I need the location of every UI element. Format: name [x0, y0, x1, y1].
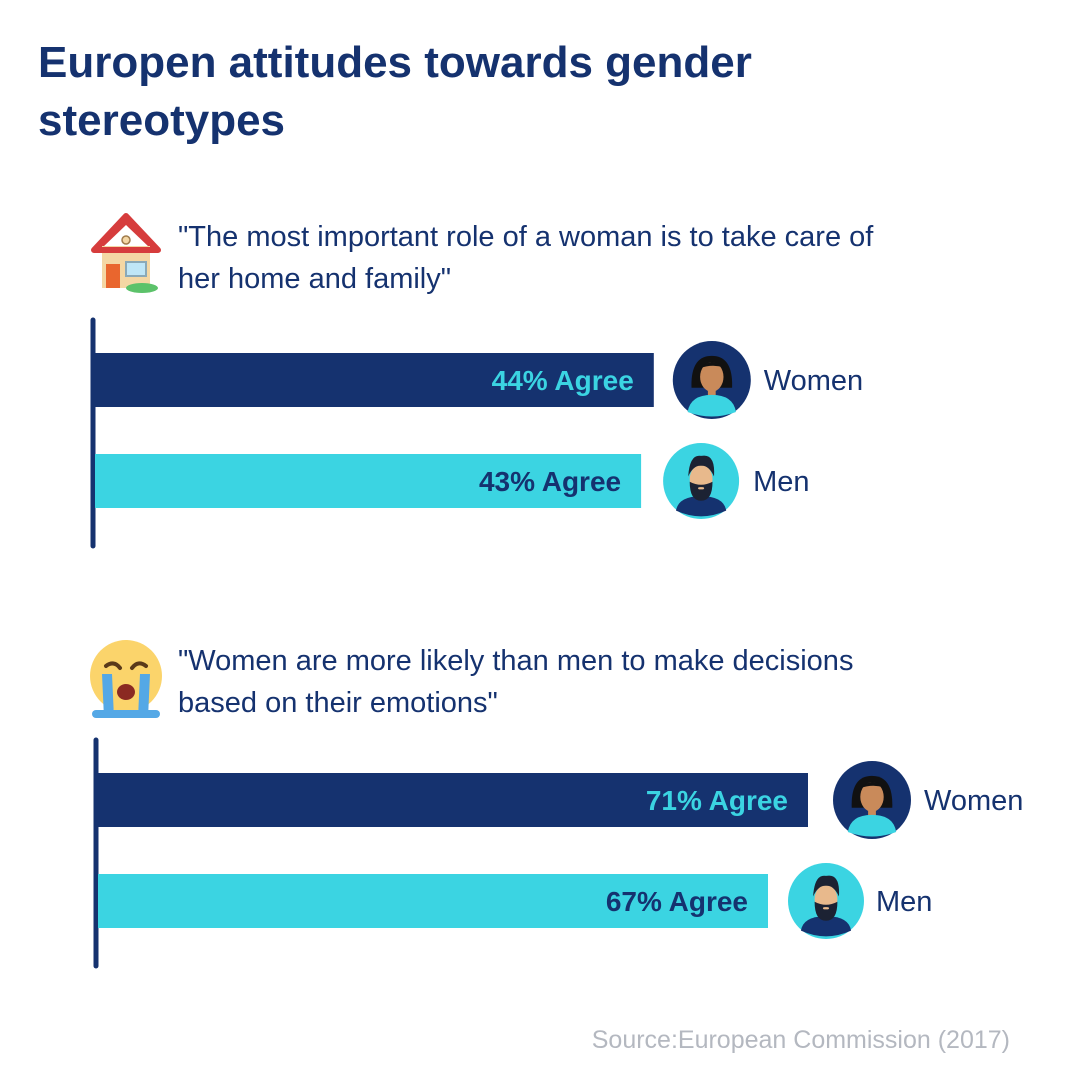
man-avatar-icon	[788, 863, 864, 939]
category-label-women: Women	[764, 365, 863, 397]
source-note: Source:European Commission (2017)	[591, 1026, 1010, 1054]
man-avatar-icon	[663, 443, 740, 519]
panel-quote: "Women are more likely than men to make …	[178, 645, 854, 719]
house-icon	[91, 213, 161, 293]
bar-women	[98, 773, 808, 827]
bar-men	[98, 874, 768, 928]
bar-value-label: 67% Agree	[606, 886, 748, 917]
chart-panel-home-role: "The most important role of a woman is t…	[0, 212, 1070, 592]
chart-panel-emotions: "Women are more likely than men to make …	[0, 636, 1070, 1016]
bar-value-label: 44% Agree	[492, 365, 634, 396]
bar-value-label: 71% Agree	[646, 785, 788, 816]
woman-avatar-icon	[672, 341, 751, 419]
bar-men	[95, 454, 642, 508]
bar-women	[95, 353, 654, 407]
bar-chart-home-role: 44% Agree Women 43% Agree Men	[90, 317, 863, 549]
bar-chart-emotions: 71% Agree Women 67% Agree Men	[93, 737, 1023, 969]
category-label-women: Women	[924, 785, 1023, 817]
bar-value-label: 43% Agree	[479, 466, 621, 497]
panel-quote: "The most important role of a woman is t…	[178, 221, 874, 295]
crying-face-icon	[90, 640, 162, 718]
category-label-men: Men	[876, 886, 932, 918]
page-title: Europen attitudes towards gender stereot…	[38, 38, 752, 145]
woman-avatar-icon	[833, 761, 911, 839]
category-label-men: Men	[753, 466, 809, 498]
